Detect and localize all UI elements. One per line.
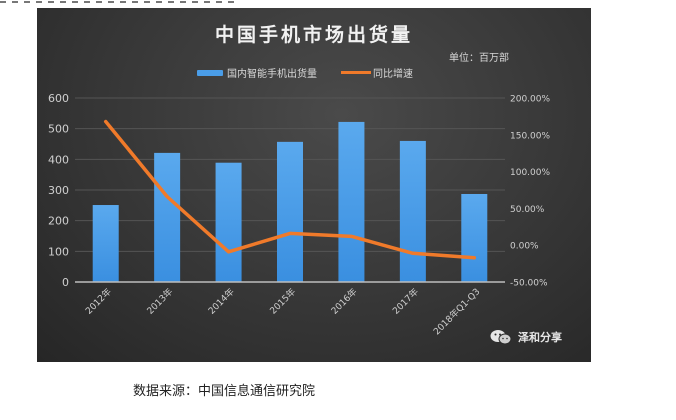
x-axis-label: 2014年 [206,286,237,317]
left-axis-tick: 300 [48,184,69,197]
bar-2014年 [215,162,242,282]
wechat-icon [490,330,512,345]
chart-panel: 0 100 200 300 400 500 600 -50.00% 0.00% 50.00% 100… [37,8,591,362]
left-axis-tick: 500 [48,123,69,136]
right-axis-tick: -50.00% [510,279,548,289]
source-note: 数据来源：中国信息通信研究院 [133,384,316,399]
right-axis-tick: 100.00% [510,168,550,178]
left-axis-tick: 400 [48,153,69,166]
right-axis-tick: 0.00% [510,242,539,252]
legend-line-label: 同比增速 [373,69,413,80]
x-axis-label: 2016年 [329,286,360,317]
unit-label: 单位：百万部 [449,53,509,64]
right-axis-tick: 200.00% [510,95,550,105]
cropped-text-strip [0,0,240,4]
left-axis-tick: 100 [48,245,69,258]
bar-2015年 [277,141,303,282]
legend: 国内智能手机出货量 同比增速 [197,65,413,80]
chart-title: 中国手机市场出货量 [214,24,413,46]
x-axis-label: 2017年 [390,286,421,317]
left-axis-tick: 600 [48,92,69,105]
right-axis-tick: 50.00% [510,205,545,215]
bar-2012年 [92,205,119,282]
bar-2018年Q1-Q3 [461,193,488,282]
left-axis-tick: 200 [48,215,69,228]
legend-bar-swatch [197,69,223,76]
x-axis-label: 2013年 [144,286,175,317]
growth-line [103,119,477,260]
legend-bar-label: 国内智能手机出货量 [227,69,317,80]
plot-area: 0 100 200 300 400 500 600 -50.00% 0.00% 50.00% 100… [48,92,550,338]
x-axis-label: 2012年 [83,286,114,317]
bar-2017年 [399,140,426,282]
bar-2013年 [154,152,181,282]
watermark: 泽和分享 [490,329,562,345]
legend-line-swatch [341,71,371,74]
x-axis-label: 2015年 [267,286,298,317]
left-axis-tick: 0 [62,276,69,289]
bar-2016年 [338,121,365,282]
right-axis-tick: 150.00% [510,131,550,141]
x-axis-label: 2018年Q1-Q3 [431,286,483,338]
watermark-text: 泽和分享 [518,331,562,344]
